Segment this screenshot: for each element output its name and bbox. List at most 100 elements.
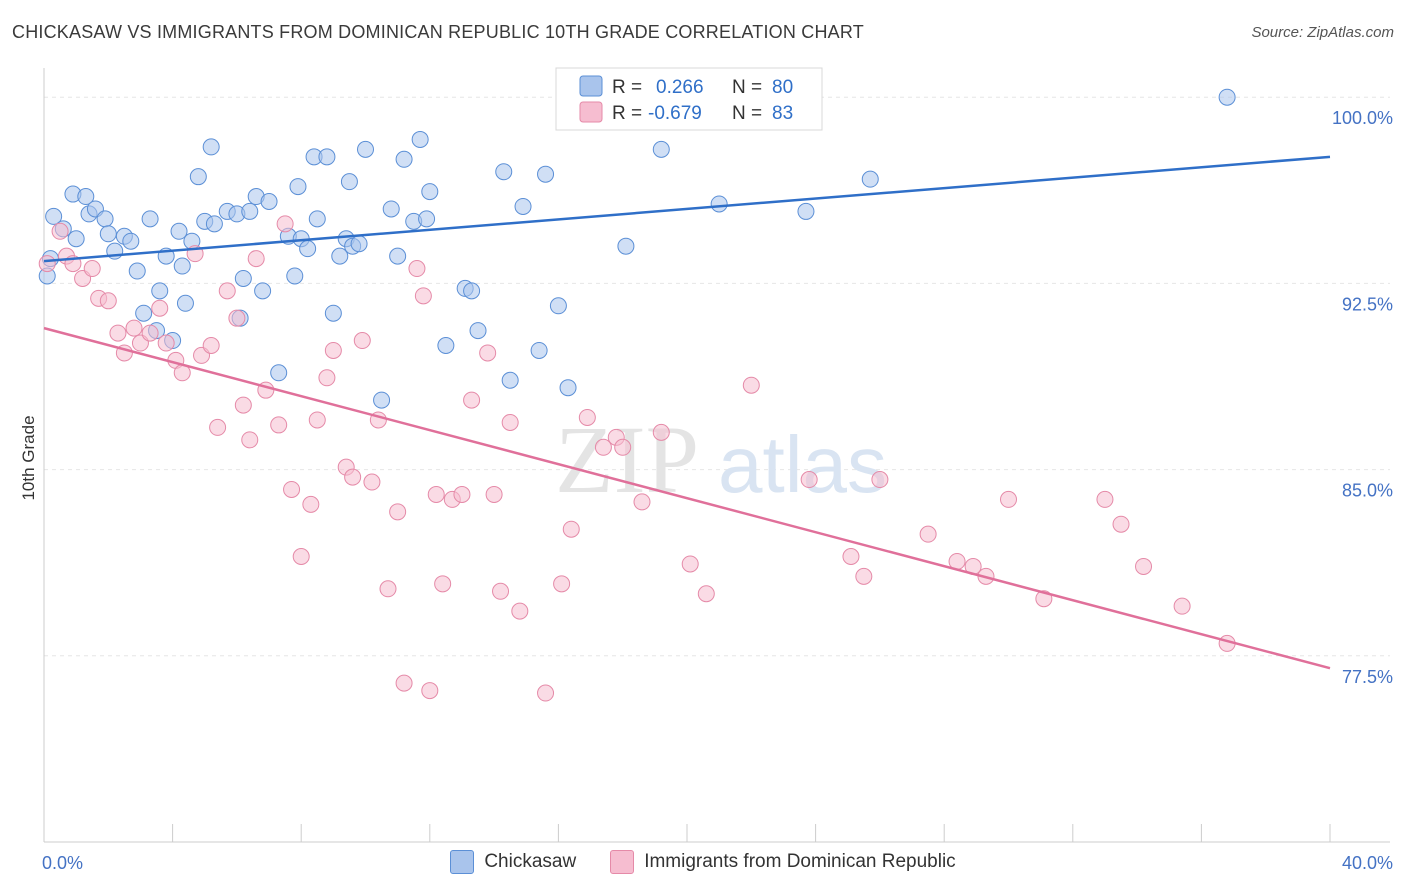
- watermark-atlas: atlas: [718, 420, 887, 509]
- point-chickasaw: [861, 170, 879, 188]
- point-chickasaw: [559, 379, 577, 397]
- legend-n-value-2: 83: [772, 103, 793, 124]
- point-chickasaw: [324, 304, 342, 322]
- point-dominican: [537, 684, 555, 702]
- point-dominican: [842, 548, 860, 566]
- point-dominican: [501, 413, 519, 431]
- point-dominican: [202, 336, 220, 354]
- point-dominican: [209, 418, 227, 436]
- point-dominican: [742, 376, 760, 394]
- point-chickasaw: [99, 225, 117, 243]
- point-chickasaw: [260, 193, 278, 211]
- source-credit: Source: ZipAtlas.com: [1251, 24, 1394, 41]
- point-dominican: [99, 292, 117, 310]
- point-dominican: [344, 468, 362, 486]
- point-dominican: [1096, 490, 1114, 508]
- point-dominican: [697, 585, 715, 603]
- point-chickasaw: [45, 207, 63, 225]
- point-dominican: [855, 567, 873, 585]
- point-chickasaw: [350, 235, 368, 253]
- point-chickasaw: [173, 257, 191, 275]
- point-dominican: [234, 396, 252, 414]
- point-chickasaw: [241, 202, 259, 220]
- point-dominican: [395, 674, 413, 692]
- point-dominican: [578, 408, 596, 426]
- point-chickasaw: [340, 173, 358, 191]
- point-dominican: [463, 391, 481, 409]
- point-dominican: [594, 438, 612, 456]
- legend-r-value-2: -0.679: [648, 103, 702, 124]
- swatch-dominican: [610, 850, 635, 874]
- point-chickasaw: [202, 138, 220, 156]
- point-chickasaw: [189, 168, 207, 186]
- point-dominican: [421, 682, 439, 700]
- point-chickasaw: [128, 262, 146, 280]
- point-dominican: [276, 215, 294, 233]
- y-tick-label: 92.5%: [1342, 294, 1393, 314]
- legend-r-label-1: R =: [612, 77, 642, 98]
- legend-n-label-1: N =: [732, 77, 762, 98]
- point-dominican: [427, 485, 445, 503]
- point-chickasaw: [286, 267, 304, 285]
- point-dominican: [109, 324, 127, 342]
- point-dominican: [453, 485, 471, 503]
- point-dominican: [389, 503, 407, 521]
- point-chickasaw: [617, 237, 635, 255]
- point-chickasaw: [797, 202, 815, 220]
- point-chickasaw: [469, 322, 487, 340]
- point-dominican: [414, 287, 432, 305]
- legend-r-value-1: 0.266: [656, 77, 704, 98]
- x-tick-label: 0.0%: [42, 853, 83, 873]
- point-chickasaw: [549, 297, 567, 315]
- watermark: ZIP atlas: [555, 406, 887, 513]
- point-dominican: [614, 438, 632, 456]
- trend-line-dominican: [43, 326, 1331, 670]
- point-dominican: [1000, 490, 1017, 508]
- point-dominican: [157, 334, 175, 352]
- tick-labels: 100.0% 92.5% 85.0% 77.5% 0.0% 40.0%: [42, 108, 1393, 873]
- stats-legend: R = 0.266 N = 80 R = -0.679 N = 83: [555, 67, 823, 131]
- point-dominican: [553, 575, 571, 593]
- point-dominican: [1173, 597, 1191, 615]
- y-tick-label: 85.0%: [1342, 481, 1393, 501]
- point-dominican: [151, 299, 169, 317]
- point-chickasaw: [514, 197, 532, 215]
- point-dominican: [562, 520, 580, 538]
- point-dominican: [38, 255, 56, 273]
- point-dominican: [871, 471, 889, 489]
- point-chickasaw: [170, 222, 188, 240]
- point-chickasaw: [357, 140, 374, 158]
- legend-item-dominican: Immigrants from Dominican Republic: [610, 850, 956, 874]
- point-chickasaw: [205, 215, 223, 233]
- legend-item-chickasaw: Chickasaw: [450, 850, 576, 874]
- legend-label-chickasaw: Chickasaw: [484, 851, 577, 872]
- legend-n-value-1: 80: [772, 77, 793, 98]
- point-chickasaw: [395, 150, 413, 168]
- y-axis-label: 10th Grade: [19, 415, 38, 500]
- point-dominican: [434, 575, 452, 593]
- point-chickasaw: [710, 195, 728, 213]
- point-dominican: [800, 471, 818, 489]
- point-dominican: [379, 580, 397, 598]
- y-tick-label: 100.0%: [1332, 108, 1393, 128]
- point-dominican: [308, 411, 326, 429]
- data-points: [38, 88, 1236, 702]
- point-dominican: [1135, 557, 1153, 575]
- point-dominican: [485, 485, 503, 503]
- point-dominican: [363, 473, 381, 491]
- point-dominican: [292, 548, 310, 566]
- point-dominican: [318, 369, 336, 387]
- point-chickasaw: [421, 183, 439, 201]
- point-chickasaw: [67, 230, 85, 248]
- point-dominican: [919, 525, 937, 543]
- point-chickasaw: [437, 336, 455, 354]
- point-dominican: [247, 250, 265, 268]
- point-chickasaw: [495, 163, 513, 181]
- point-dominican: [270, 416, 288, 434]
- point-chickasaw: [289, 178, 307, 196]
- point-dominican: [218, 282, 236, 300]
- point-dominican: [51, 222, 69, 240]
- point-chickasaw: [122, 232, 140, 250]
- point-chickasaw: [652, 140, 670, 158]
